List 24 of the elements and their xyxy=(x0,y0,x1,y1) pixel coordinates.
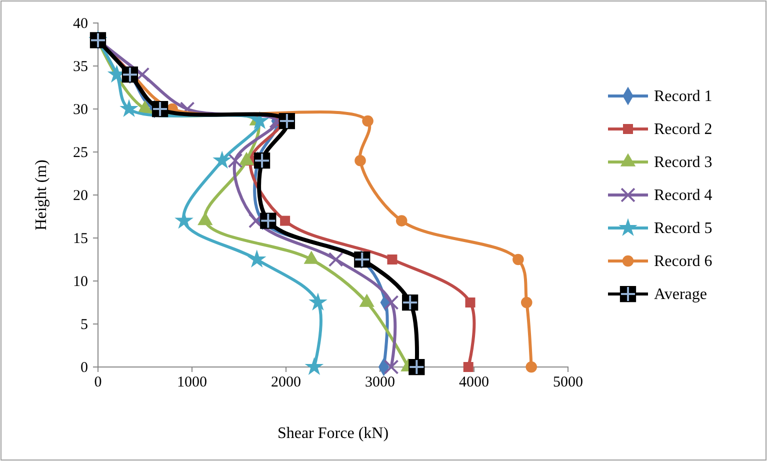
legend-label: Record 5 xyxy=(654,220,712,237)
y-tick-label: 40 xyxy=(73,16,88,32)
legend-label: Average xyxy=(654,286,707,303)
y-tick-label: 10 xyxy=(73,274,88,290)
y-axis-title: Height (m) xyxy=(33,160,50,230)
x-tick-label: 1000 xyxy=(177,374,207,391)
x-tick-label: 4000 xyxy=(459,374,489,391)
x-tick-label: 3000 xyxy=(365,374,395,391)
x-tick-label: 5000 xyxy=(553,374,583,391)
y-tick-label: 15 xyxy=(73,230,88,247)
x-tick-label: 0 xyxy=(94,374,102,391)
y-tick-label: 0 xyxy=(80,360,88,376)
y-tick-label: 35 xyxy=(73,58,88,75)
legend-label: Record 1 xyxy=(654,88,712,105)
legend-label: Record 6 xyxy=(654,253,712,270)
y-tick-label: 20 xyxy=(73,188,88,204)
legend-label: Record 3 xyxy=(654,154,712,171)
x-axis-title: Shear Force (kN) xyxy=(277,425,389,442)
y-tick-label: 5 xyxy=(80,316,88,333)
legend-label: Record 2 xyxy=(654,121,712,138)
y-tick-label: 30 xyxy=(73,102,88,118)
x-tick-label: 2000 xyxy=(271,374,301,391)
y-tick-label: 25 xyxy=(73,144,88,161)
legend-label: Record 4 xyxy=(654,187,712,204)
